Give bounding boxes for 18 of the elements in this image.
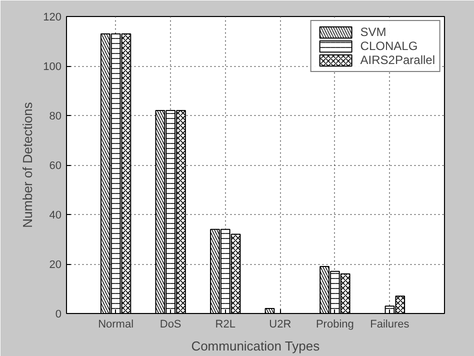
x-tick-label: DoS [160,318,182,330]
x-tick-label: Normal [98,318,134,330]
legend-label: CLONALG [360,39,418,53]
y-tick-label: 120 [43,12,62,24]
y-tick-label: 80 [49,110,62,122]
x-tick-label: R2L [215,318,236,330]
legend-label: SVM [360,25,386,39]
y-axis-title: Number of Detections [20,102,36,228]
x-tick-label: Probing [316,318,354,330]
x-tick-label: U2R [269,318,292,330]
y-tick-label: 40 [49,210,62,222]
legend-label: AIRS2Parallel [360,53,435,67]
y-tick-label: 20 [49,259,62,271]
y-tick-label: 0 [55,308,62,320]
x-tick-label: Failures [370,318,410,330]
x-axis-title: Communication Types [191,338,320,354]
y-tick-label: 100 [43,61,62,73]
y-tick-label: 60 [49,160,62,172]
